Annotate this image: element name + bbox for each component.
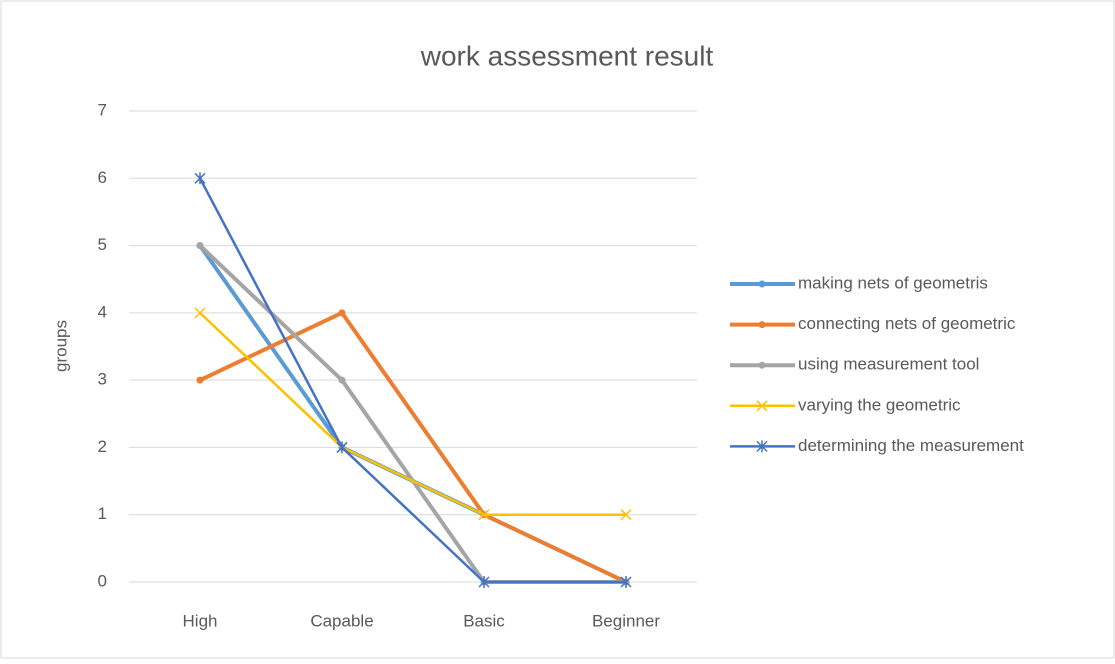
series-line bbox=[199, 311, 626, 516]
chart-title: work assessment result bbox=[420, 40, 714, 71]
data-point bbox=[478, 509, 490, 521]
data-point bbox=[196, 242, 204, 250]
data-point bbox=[196, 376, 204, 384]
y-tick-label: 1 bbox=[98, 504, 107, 523]
y-tick-label: 0 bbox=[98, 571, 107, 590]
y-tick-label: 6 bbox=[98, 168, 107, 187]
y-tick-label: 5 bbox=[98, 235, 107, 254]
x-tick-label: Capable bbox=[310, 611, 373, 630]
y-tick-label: 7 bbox=[98, 100, 107, 119]
legend-marker bbox=[758, 361, 766, 369]
x-tick-label: High bbox=[183, 611, 218, 630]
legend-label: varying the geometric bbox=[798, 395, 961, 414]
data-point bbox=[194, 307, 206, 319]
data-point bbox=[338, 376, 346, 384]
legend-marker bbox=[756, 400, 768, 412]
data-point bbox=[620, 509, 632, 521]
y-tick-label: 4 bbox=[98, 302, 107, 321]
series-line bbox=[199, 310, 627, 584]
y-axis-label: groups bbox=[51, 320, 70, 372]
data-point bbox=[194, 172, 206, 185]
series-line bbox=[198, 177, 626, 584]
x-tick-label: Beginner bbox=[592, 611, 660, 630]
data-point bbox=[338, 309, 346, 317]
x-tick-label: Basic bbox=[463, 611, 505, 630]
legend-marker bbox=[758, 321, 766, 329]
legend-marker bbox=[758, 280, 766, 288]
data-point bbox=[336, 441, 348, 454]
data-point bbox=[620, 576, 632, 588]
data-point bbox=[478, 576, 490, 588]
y-tick-label: 2 bbox=[98, 437, 107, 456]
legend-marker bbox=[756, 440, 768, 453]
legend-label: determining the measurement bbox=[798, 436, 1024, 455]
legend-label: connecting nets of geometric bbox=[798, 314, 1016, 333]
legend-label: using measurement tool bbox=[798, 355, 979, 374]
y-tick-label: 3 bbox=[98, 370, 107, 389]
legend-label: making nets of geometris bbox=[798, 273, 988, 292]
